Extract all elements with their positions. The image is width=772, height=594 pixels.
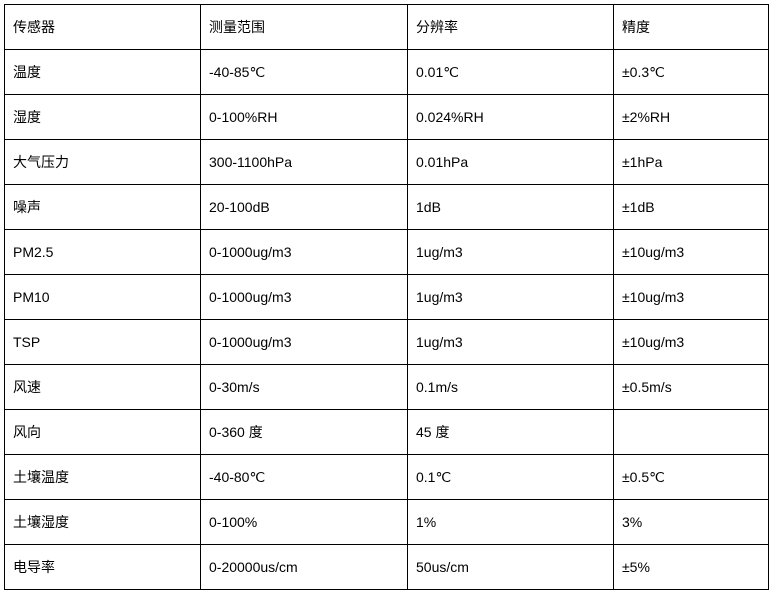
- cell-sensor: 土壤温度: [5, 455, 201, 500]
- cell-resolution: 1ug/m3: [408, 230, 614, 275]
- cell-resolution: 0.1m/s: [408, 365, 614, 410]
- table-row: 温度 -40-85℃ 0.01℃ ±0.3℃: [5, 50, 769, 95]
- table-row: 风速 0-30m/s 0.1m/s ±0.5m/s: [5, 365, 769, 410]
- cell-range: 0-1000ug/m3: [201, 230, 408, 275]
- cell-sensor: TSP: [5, 320, 201, 365]
- table-row: 噪声 20-100dB 1dB ±1dB: [5, 185, 769, 230]
- col-header-sensor: 传感器: [5, 5, 201, 50]
- cell-resolution: 1ug/m3: [408, 320, 614, 365]
- cell-range: 0-1000ug/m3: [201, 275, 408, 320]
- cell-sensor: 风向: [5, 410, 201, 455]
- cell-sensor: 土壤湿度: [5, 500, 201, 545]
- table-row: TSP 0-1000ug/m3 1ug/m3 ±10ug/m3: [5, 320, 769, 365]
- cell-range: 0-360 度: [201, 410, 408, 455]
- cell-resolution: 0.1℃: [408, 455, 614, 500]
- cell-accuracy: ±10ug/m3: [614, 320, 769, 365]
- col-header-range: 测量范围: [201, 5, 408, 50]
- cell-range: 0-100%RH: [201, 95, 408, 140]
- cell-resolution: 1%: [408, 500, 614, 545]
- cell-accuracy: 3%: [614, 500, 769, 545]
- table-row: 大气压力 300-1100hPa 0.01hPa ±1hPa: [5, 140, 769, 185]
- cell-sensor: 噪声: [5, 185, 201, 230]
- cell-resolution: 0.01℃: [408, 50, 614, 95]
- table-row: 电导率 0-20000us/cm 50us/cm ±5%: [5, 545, 769, 590]
- cell-range: -40-85℃: [201, 50, 408, 95]
- cell-accuracy: ±10ug/m3: [614, 230, 769, 275]
- cell-accuracy: ±1dB: [614, 185, 769, 230]
- cell-sensor: 电导率: [5, 545, 201, 590]
- table-header-row: 传感器 测量范围 分辨率 精度: [5, 5, 769, 50]
- cell-accuracy: [614, 410, 769, 455]
- cell-resolution: 0.01hPa: [408, 140, 614, 185]
- cell-sensor: 风速: [5, 365, 201, 410]
- cell-range: 0-30m/s: [201, 365, 408, 410]
- col-header-resolution: 分辨率: [408, 5, 614, 50]
- cell-accuracy: ±10ug/m3: [614, 275, 769, 320]
- sensor-spec-table: 传感器 测量范围 分辨率 精度 温度 -40-85℃ 0.01℃ ±0.3℃ 湿…: [4, 4, 769, 590]
- cell-resolution: 0.024%RH: [408, 95, 614, 140]
- cell-range: 300-1100hPa: [201, 140, 408, 185]
- cell-resolution: 1dB: [408, 185, 614, 230]
- cell-accuracy: ±0.5℃: [614, 455, 769, 500]
- cell-range: -40-80℃: [201, 455, 408, 500]
- cell-accuracy: ±2%RH: [614, 95, 769, 140]
- table-row: PM2.5 0-1000ug/m3 1ug/m3 ±10ug/m3: [5, 230, 769, 275]
- col-header-accuracy: 精度: [614, 5, 769, 50]
- table-row: 湿度 0-100%RH 0.024%RH ±2%RH: [5, 95, 769, 140]
- cell-range: 0-1000ug/m3: [201, 320, 408, 365]
- cell-accuracy: ±1hPa: [614, 140, 769, 185]
- cell-accuracy: ±0.3℃: [614, 50, 769, 95]
- cell-sensor: 大气压力: [5, 140, 201, 185]
- table-row: 风向 0-360 度 45 度: [5, 410, 769, 455]
- cell-range: 20-100dB: [201, 185, 408, 230]
- cell-range: 0-100%: [201, 500, 408, 545]
- cell-sensor: 湿度: [5, 95, 201, 140]
- table-row: 土壤温度 -40-80℃ 0.1℃ ±0.5℃: [5, 455, 769, 500]
- cell-sensor: PM10: [5, 275, 201, 320]
- cell-resolution: 45 度: [408, 410, 614, 455]
- table-row: 土壤湿度 0-100% 1% 3%: [5, 500, 769, 545]
- cell-accuracy: ±0.5m/s: [614, 365, 769, 410]
- cell-sensor: 温度: [5, 50, 201, 95]
- cell-range: 0-20000us/cm: [201, 545, 408, 590]
- cell-accuracy: ±5%: [614, 545, 769, 590]
- cell-resolution: 1ug/m3: [408, 275, 614, 320]
- table-row: PM10 0-1000ug/m3 1ug/m3 ±10ug/m3: [5, 275, 769, 320]
- cell-sensor: PM2.5: [5, 230, 201, 275]
- cell-resolution: 50us/cm: [408, 545, 614, 590]
